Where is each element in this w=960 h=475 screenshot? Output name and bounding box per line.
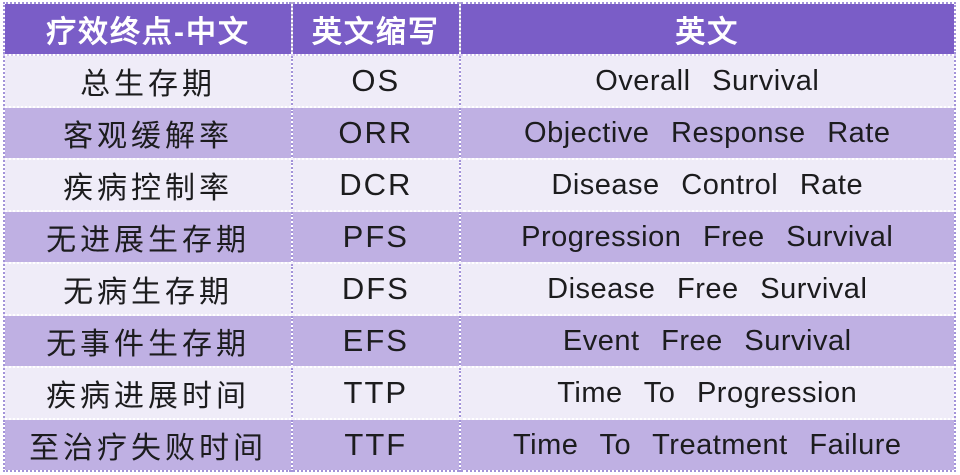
table-row: 疾病进展时间 TTP Time To Progression	[4, 367, 955, 420]
table-row: 无病生存期 DFS Disease Free Survival	[4, 263, 955, 316]
cell-abbreviation: DCR	[292, 159, 461, 212]
table-header: 疗效终点-中文 英文缩写 英文	[4, 3, 955, 56]
table-row: 客观缓解率 ORR Objective Response Rate	[4, 107, 955, 160]
efficacy-endpoints-table: 疗效终点-中文 英文缩写 英文 总生存期 OS Overall Survival…	[3, 2, 956, 472]
cell-abbreviation: TTP	[292, 367, 461, 420]
table-row: 总生存期 OS Overall Survival	[4, 55, 955, 108]
cell-abbreviation: OS	[292, 55, 461, 108]
cell-endpoint-en: Progression Free Survival	[459, 211, 955, 264]
cell-abbreviation: TTF	[292, 419, 461, 471]
cell-endpoint-en: Disease Free Survival	[459, 263, 955, 316]
table-row: 至治疗失败时间 TTF Time To Treatment Failure	[4, 419, 955, 471]
cell-abbreviation: ORR	[292, 107, 461, 160]
cell-endpoint-cn: 疾病进展时间	[4, 367, 294, 420]
cell-abbreviation: PFS	[292, 211, 461, 264]
cell-endpoint-en: Objective Response Rate	[459, 107, 955, 160]
column-header-en: 英文	[459, 3, 955, 56]
cell-endpoint-cn: 总生存期	[4, 55, 294, 108]
column-header-cn: 疗效终点-中文	[4, 3, 294, 56]
cell-endpoint-en: Overall Survival	[459, 55, 955, 108]
cell-endpoint-en: Disease Control Rate	[459, 159, 955, 212]
table-body: 总生存期 OS Overall Survival 客观缓解率 ORR Objec…	[4, 55, 955, 471]
cell-endpoint-cn: 无进展生存期	[4, 211, 294, 264]
cell-endpoint-cn: 无病生存期	[4, 263, 294, 316]
cell-abbreviation: DFS	[292, 263, 461, 316]
table-row: 无事件生存期 EFS Event Free Survival	[4, 315, 955, 368]
cell-endpoint-en: Time To Treatment Failure	[459, 419, 955, 471]
header-row: 疗效终点-中文 英文缩写 英文	[4, 3, 955, 56]
table-row: 无进展生存期 PFS Progression Free Survival	[4, 211, 955, 264]
table-row: 疾病控制率 DCR Disease Control Rate	[4, 159, 955, 212]
cell-endpoint-cn: 无事件生存期	[4, 315, 294, 368]
cell-endpoint-cn: 至治疗失败时间	[4, 419, 294, 471]
cell-abbreviation: EFS	[292, 315, 461, 368]
cell-endpoint-en: Time To Progression	[459, 367, 955, 420]
cell-endpoint-cn: 客观缓解率	[4, 107, 294, 160]
column-header-abbr: 英文缩写	[292, 3, 461, 56]
cell-endpoint-en: Event Free Survival	[459, 315, 955, 368]
cell-endpoint-cn: 疾病控制率	[4, 159, 294, 212]
